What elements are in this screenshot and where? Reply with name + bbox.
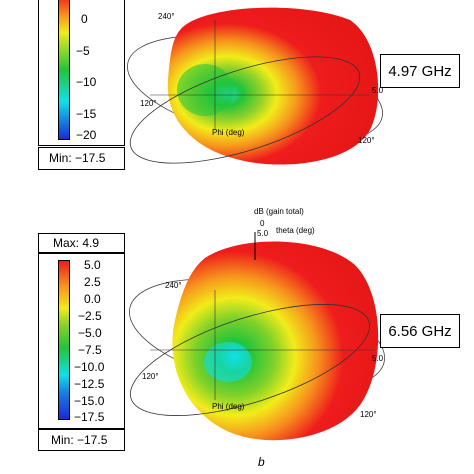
bottom-angle-240: 240° bbox=[165, 281, 182, 290]
bottom-tick-1: 2.5 bbox=[84, 275, 101, 289]
top-tick-2: −10 bbox=[76, 75, 97, 89]
top-green-spot bbox=[177, 64, 233, 116]
bottom-tick-6: −10.0 bbox=[74, 360, 105, 374]
top-radius-label: 5.0 bbox=[372, 86, 384, 95]
bottom-tick-5: −7.5 bbox=[78, 343, 102, 357]
top-tick-4: −20 bbox=[76, 128, 97, 142]
bottom-phi-label: Phi (deg) bbox=[212, 402, 245, 411]
bottom-radius-label: 5.0 bbox=[372, 354, 384, 363]
figure-caption: b bbox=[258, 455, 265, 469]
top-orbit-front bbox=[129, 56, 361, 164]
bottom-min-box: Min: −17.5 bbox=[38, 429, 125, 451]
bottom-pattern bbox=[129, 232, 385, 441]
bottom-colorbar bbox=[58, 260, 70, 420]
top-pattern-lobe bbox=[167, 7, 379, 165]
bottom-frequency-label: 6.56 GHz bbox=[388, 322, 452, 340]
top-tick-0: 0 bbox=[81, 12, 88, 26]
bottom-max-box: Max: 4.9 bbox=[38, 233, 125, 253]
top-angle-120-left: 120° bbox=[140, 99, 157, 108]
top-tick-3: −15 bbox=[76, 107, 97, 121]
top-frequency-box: 4.97 GHz bbox=[380, 54, 460, 88]
bottom-orbit-front bbox=[130, 304, 370, 416]
bottom-tick-2: 0.0 bbox=[84, 292, 101, 306]
top-min-box: Min: −17.5 bbox=[38, 147, 125, 170]
top-phi-label: Phi (deg) bbox=[212, 128, 245, 137]
bottom-tick-8: −15.0 bbox=[74, 394, 105, 408]
bottom-angle-120-left: 120° bbox=[142, 372, 159, 381]
bottom-tick-7: −12.5 bbox=[74, 377, 105, 391]
bottom-db-label: dB (gain total) bbox=[254, 207, 304, 216]
bottom-max-label: Max: 4.9 bbox=[53, 236, 100, 250]
top-pattern bbox=[127, 7, 383, 165]
bottom-tick-4: −5.0 bbox=[78, 326, 102, 340]
top-legend-box bbox=[38, 0, 125, 146]
top-colorbar bbox=[58, 0, 70, 140]
top-tick-1: −5 bbox=[76, 44, 90, 58]
bottom-top-radius-label: 5.0 bbox=[257, 229, 269, 238]
bottom-tick-0: 5.0 bbox=[84, 258, 101, 272]
bottom-min-label: Min: −17.5 bbox=[51, 433, 108, 447]
bottom-frequency-box: 6.56 GHz bbox=[380, 314, 460, 348]
bottom-pattern-lobe bbox=[172, 241, 379, 441]
bottom-tick-9: −17.5 bbox=[74, 410, 105, 424]
bottom-angle-120-right: 120° bbox=[360, 410, 377, 419]
bottom-zero-label: 0 bbox=[260, 219, 265, 228]
bottom-cyan-spot bbox=[204, 342, 252, 382]
top-angle-240: 240° bbox=[158, 12, 175, 21]
top-angle-120-right: 120° bbox=[358, 136, 375, 145]
bottom-legend-box bbox=[38, 253, 125, 429]
bottom-theta-label: theta (deg) bbox=[276, 226, 315, 235]
top-frequency-label: 4.97 GHz bbox=[388, 62, 452, 80]
bottom-tick-3: −2.5 bbox=[78, 309, 102, 323]
top-min-label: Min: −17.5 bbox=[49, 151, 106, 165]
